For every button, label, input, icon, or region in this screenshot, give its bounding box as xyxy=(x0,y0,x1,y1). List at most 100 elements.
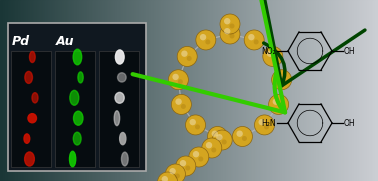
Bar xyxy=(131,0,133,181)
Bar xyxy=(57,0,59,181)
Bar xyxy=(333,0,335,181)
Bar xyxy=(231,0,233,181)
Circle shape xyxy=(172,74,179,80)
Bar xyxy=(101,0,103,181)
Bar xyxy=(111,0,113,181)
Bar xyxy=(184,0,186,181)
Circle shape xyxy=(176,156,196,176)
Circle shape xyxy=(198,157,203,161)
Bar xyxy=(311,0,313,181)
Ellipse shape xyxy=(120,132,126,145)
Bar xyxy=(141,0,143,181)
Bar xyxy=(25,0,28,181)
Bar xyxy=(305,0,307,181)
Bar xyxy=(313,0,315,181)
Bar xyxy=(335,0,338,181)
Bar xyxy=(292,0,294,181)
Bar xyxy=(299,0,301,181)
Circle shape xyxy=(162,176,168,181)
Bar xyxy=(48,0,50,181)
Bar xyxy=(243,0,245,181)
Bar xyxy=(291,0,293,181)
Ellipse shape xyxy=(25,71,33,83)
Bar xyxy=(213,0,215,181)
Circle shape xyxy=(212,131,218,137)
Bar xyxy=(368,0,370,181)
Bar xyxy=(200,0,203,181)
Bar xyxy=(127,0,130,181)
Bar xyxy=(188,0,190,181)
Ellipse shape xyxy=(70,151,76,167)
Circle shape xyxy=(185,165,190,171)
Bar xyxy=(273,0,276,181)
Bar xyxy=(135,0,137,181)
Bar xyxy=(223,0,225,181)
Bar xyxy=(143,0,145,181)
Bar xyxy=(12,0,15,181)
Bar xyxy=(124,0,126,181)
Bar xyxy=(5,0,7,181)
Bar xyxy=(205,0,208,181)
Bar xyxy=(99,0,102,181)
Text: NO₂: NO₂ xyxy=(261,47,276,56)
Bar xyxy=(262,0,264,181)
Bar xyxy=(193,0,195,181)
Bar xyxy=(102,0,104,181)
Bar xyxy=(174,0,176,181)
Bar xyxy=(267,0,270,181)
Bar xyxy=(336,0,339,181)
Bar xyxy=(356,0,359,181)
Bar xyxy=(94,0,97,181)
Bar xyxy=(107,0,109,181)
Bar xyxy=(238,0,240,181)
Bar xyxy=(218,0,220,181)
Bar xyxy=(8,23,146,171)
Bar xyxy=(359,0,361,181)
Bar xyxy=(19,0,21,181)
Ellipse shape xyxy=(115,50,124,64)
Circle shape xyxy=(205,39,210,45)
Circle shape xyxy=(244,30,264,50)
Bar xyxy=(290,0,292,181)
Bar xyxy=(158,0,160,181)
Circle shape xyxy=(186,115,206,135)
Circle shape xyxy=(175,174,180,178)
Bar xyxy=(320,0,322,181)
Bar xyxy=(136,0,138,181)
Bar xyxy=(318,0,320,181)
Bar xyxy=(62,0,64,181)
Ellipse shape xyxy=(121,152,128,166)
Bar xyxy=(339,0,341,181)
Bar xyxy=(15,0,17,181)
Bar xyxy=(122,0,124,181)
Bar xyxy=(220,0,223,181)
Bar xyxy=(160,0,162,181)
Bar xyxy=(45,0,48,181)
Bar xyxy=(56,0,58,181)
Circle shape xyxy=(206,142,212,148)
Bar xyxy=(113,0,116,181)
Bar xyxy=(69,0,71,181)
Circle shape xyxy=(189,147,209,167)
Bar xyxy=(257,0,259,181)
Bar xyxy=(280,0,282,181)
Bar xyxy=(29,0,31,181)
Bar xyxy=(0,0,2,181)
Bar xyxy=(294,0,296,181)
Bar xyxy=(315,0,317,181)
Bar xyxy=(31,0,34,181)
Bar xyxy=(71,0,73,181)
Bar xyxy=(156,0,158,181)
Bar xyxy=(197,0,199,181)
Bar xyxy=(235,0,238,181)
Bar xyxy=(144,0,146,181)
Bar xyxy=(345,0,347,181)
Bar xyxy=(261,0,263,181)
FancyArrowPatch shape xyxy=(262,0,365,86)
Circle shape xyxy=(171,94,191,114)
Text: H₂N: H₂N xyxy=(261,119,276,127)
Bar xyxy=(360,0,363,181)
Circle shape xyxy=(195,124,200,129)
Bar xyxy=(374,0,376,181)
Bar xyxy=(38,0,40,181)
